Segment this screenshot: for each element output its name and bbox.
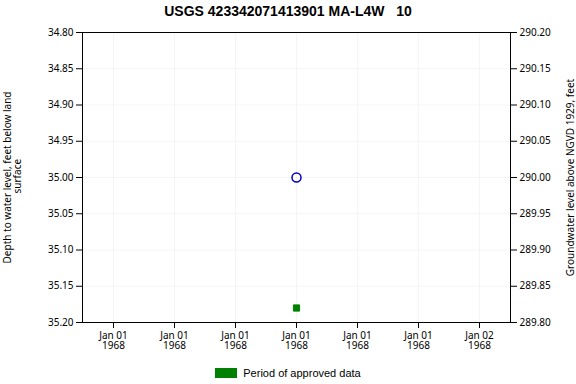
html-text:USGS 423342071413901 MA-L4W 10: USGS 423342071413901 MA-L4W 10 [164,3,412,19]
svg-text:Depth to water level, feet bel: Depth to water level, feet below land su… [0,92,24,264]
svg-text:35.05: 35.05 [48,206,74,220]
svg-text:35.15: 35.15 [48,278,74,292]
svg-text:290.05: 290.05 [520,133,552,147]
svg-text:289.80: 289.80 [520,315,552,329]
svg-text:34.90: 34.90 [48,97,74,111]
svg-text:Jan 011968: Jan 011968 [403,328,433,352]
svg-text:290.00: 290.00 [520,170,552,184]
svg-text:290.20: 290.20 [520,25,552,39]
svg-text:Jan 011968: Jan 011968 [281,328,311,352]
svg-text:35.10: 35.10 [48,242,74,256]
svg-text:35.00: 35.00 [48,170,74,184]
svg-text:289.85: 289.85 [520,278,552,292]
svg-text:290.15: 290.15 [520,61,552,75]
svg-text:Groundwater level above NGVD 1: Groundwater level above NGVD 1929, feet [563,78,576,276]
svg-text:289.95: 289.95 [520,206,552,220]
svg-text:Jan 011968: Jan 011968 [342,328,372,352]
svg-text:Jan 011968: Jan 011968 [159,328,189,352]
html-text:Period of approved data: Period of approved data [243,367,361,379]
svg-text:34.85: 34.85 [48,61,74,75]
svg-text:Jan 021968: Jan 021968 [464,328,494,352]
svg-text:Jan 011968: Jan 011968 [98,328,128,352]
svg-text:35.20: 35.20 [48,315,74,329]
svg-text:289.90: 289.90 [520,242,552,256]
svg-text:Jan 011968: Jan 011968 [220,328,250,352]
svg-text:34.95: 34.95 [48,133,74,147]
svg-text:34.80: 34.80 [48,25,74,39]
svg-text:290.10: 290.10 [520,97,552,111]
